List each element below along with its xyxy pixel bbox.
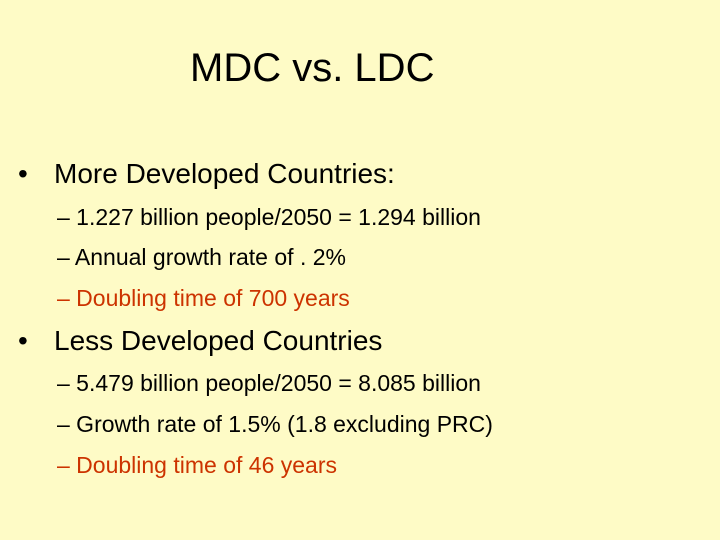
- bullet-mark: •: [18, 325, 28, 356]
- list-item-mdc-growth-rate: – Annual growth rate of . 2%: [57, 244, 346, 270]
- section-heading-mdc: • More Developed Countries:: [18, 157, 395, 191]
- slide-title: MDC vs. LDC: [190, 46, 435, 90]
- section-heading-ldc: • Less Developed Countries: [18, 324, 382, 358]
- list-item-ldc-doubling-time: – Doubling time of 46 years: [57, 452, 337, 478]
- list-item-ldc-growth-rate: – Growth rate of 1.5% (1.8 excluding PRC…: [57, 411, 493, 437]
- list-item-mdc-doubling-time: – Doubling time of 700 years: [57, 285, 350, 311]
- list-item-mdc-population: – 1.227 billion people/2050 = 1.294 bill…: [57, 204, 481, 230]
- bullet-mark: •: [18, 158, 28, 189]
- list-item-ldc-population: – 5.479 billion people/2050 = 8.085 bill…: [57, 370, 481, 396]
- section-heading-text: Less Developed Countries: [54, 325, 383, 356]
- section-heading-text: More Developed Countries:: [54, 158, 395, 189]
